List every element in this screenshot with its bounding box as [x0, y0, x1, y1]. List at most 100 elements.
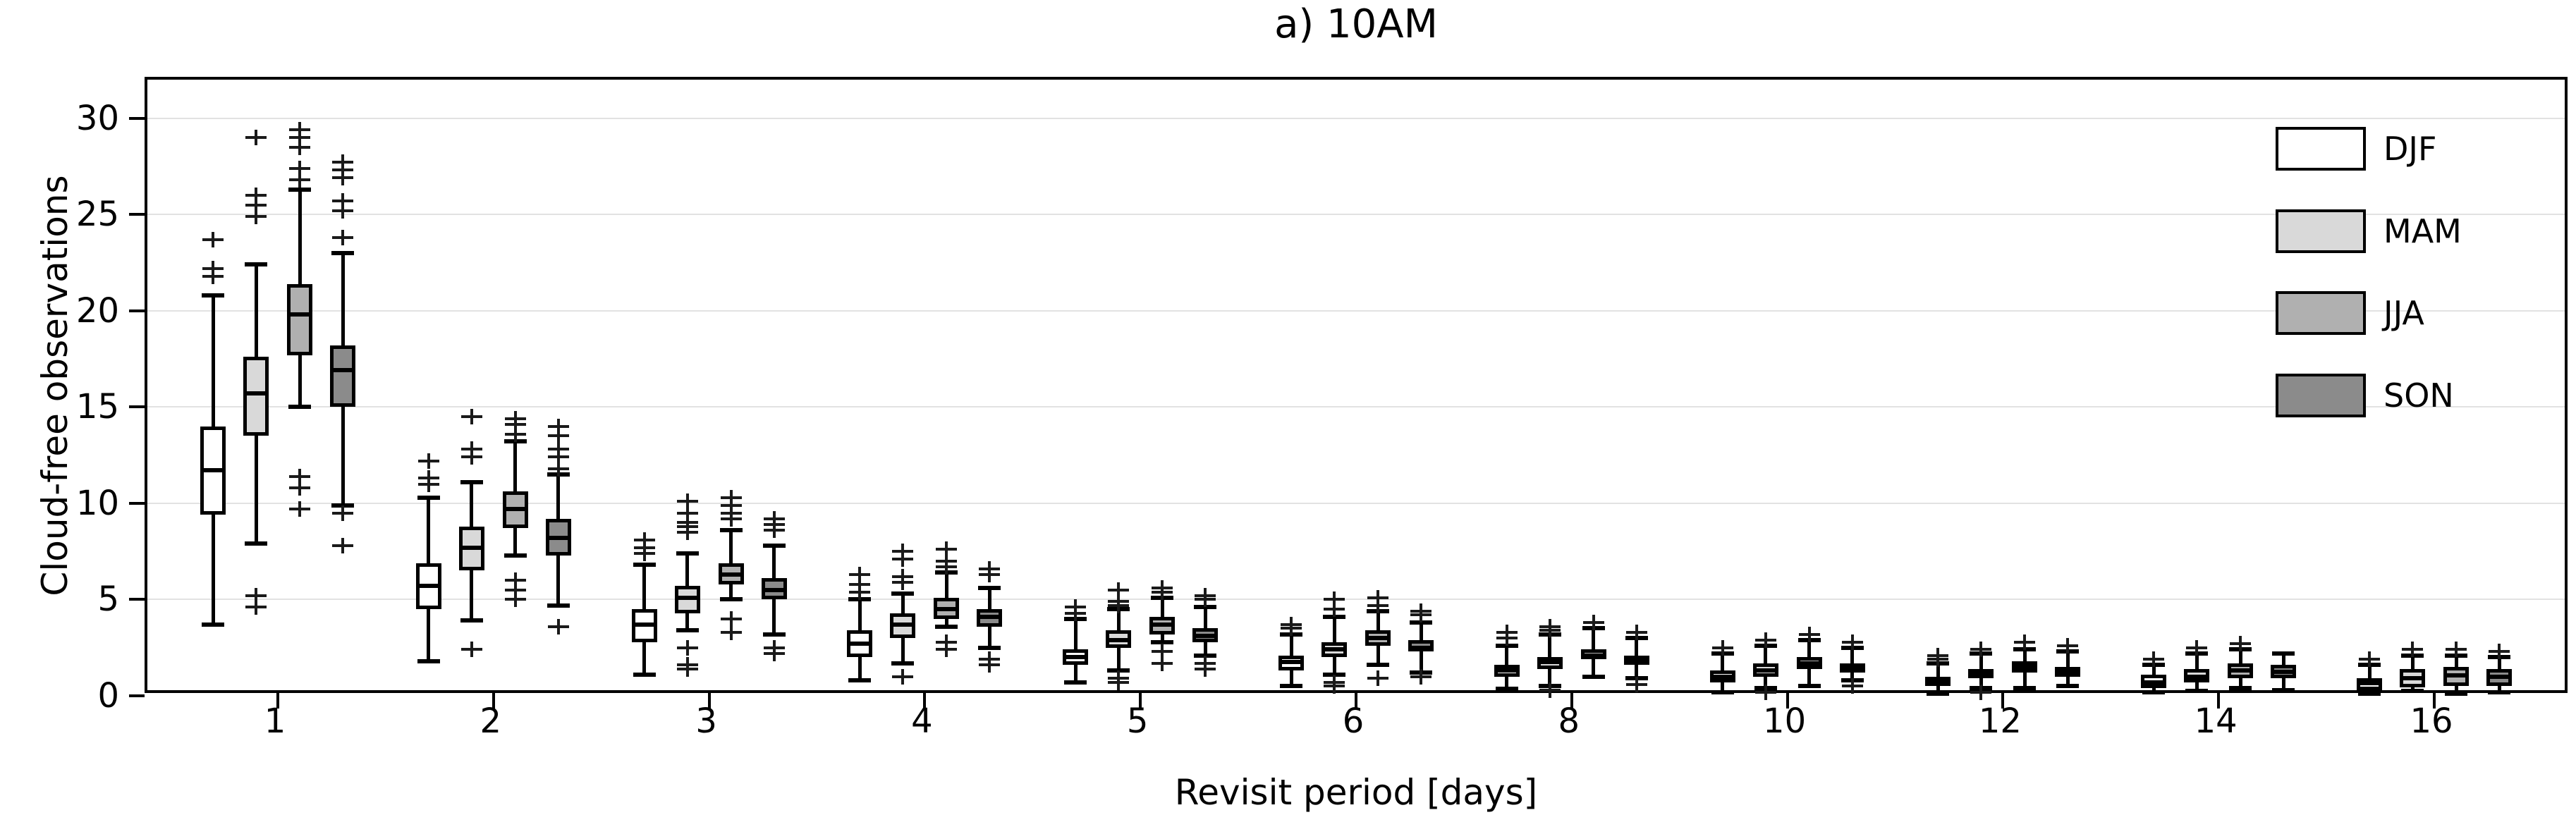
- whisker-cap-low: [978, 645, 1001, 650]
- outlier-marker: [642, 532, 646, 548]
- median-line: [1496, 668, 1517, 673]
- outlier-marker: [470, 642, 473, 658]
- whisker-cap-low: [2358, 692, 2381, 697]
- whisker-cap-high: [245, 262, 267, 267]
- outlier-marker: [1376, 670, 1379, 687]
- outlier-marker: [556, 618, 560, 634]
- outlier-marker: [988, 657, 991, 673]
- outlier-marker: [556, 418, 560, 434]
- box: [287, 283, 312, 355]
- x-tick-mark: [2433, 693, 2436, 709]
- x-tick-mark: [1570, 693, 1573, 709]
- outlier-marker: [1204, 587, 1207, 603]
- outlier-marker: [513, 572, 517, 589]
- outlier-marker: [1161, 580, 1164, 596]
- outlier-marker: [1850, 634, 1854, 650]
- whisker-cap-low: [1495, 687, 1518, 692]
- outlier-marker: [1117, 594, 1121, 610]
- x-tick-mark: [1786, 693, 1789, 709]
- outlier-marker: [341, 202, 344, 219]
- outlier-marker: [1376, 589, 1379, 606]
- outlier-marker: [2455, 642, 2458, 658]
- median-line: [764, 587, 784, 592]
- legend-swatch-DJF: [2276, 127, 2366, 171]
- legend-swatch-JJA: [2276, 291, 2366, 335]
- outlier-marker: [685, 505, 689, 521]
- whisker-cap-low: [676, 628, 699, 633]
- median-line: [1109, 637, 1129, 642]
- outlier-marker: [1074, 599, 1078, 615]
- outlier-marker: [341, 537, 344, 553]
- gridline-y30: [147, 117, 2565, 119]
- median-line: [2446, 673, 2466, 678]
- x-tick-mark: [2001, 693, 2005, 709]
- median-line: [1368, 636, 1388, 641]
- median-line: [2489, 674, 2509, 679]
- box: [243, 357, 269, 436]
- legend-label-JJA: JJA: [2383, 294, 2424, 332]
- y-tick-mark: [129, 309, 145, 312]
- median-line: [1195, 634, 1216, 639]
- outlier-marker: [556, 428, 560, 444]
- x-tick-label: 16: [2410, 701, 2453, 741]
- gridline-y10: [147, 502, 2565, 504]
- whisker-cap-low: [633, 672, 656, 677]
- y-tick-label: 20: [75, 290, 119, 331]
- outlier-marker: [1979, 684, 1983, 700]
- outlier-marker: [1721, 639, 1724, 656]
- median-line: [2058, 670, 2078, 675]
- outlier-marker: [2368, 651, 2371, 668]
- outlier-marker: [255, 208, 257, 224]
- median-line: [1411, 645, 1431, 650]
- outlier-marker: [2498, 644, 2501, 660]
- outlier-marker: [298, 480, 301, 496]
- median-line: [461, 545, 482, 550]
- whisker-cap-high: [202, 293, 224, 298]
- outlier-marker: [1420, 668, 1422, 685]
- outlier-marker: [470, 441, 473, 458]
- median-line: [1928, 678, 1948, 683]
- whisker-cap-low: [288, 405, 311, 410]
- whisker-cap-low: [547, 603, 570, 608]
- outlier-marker: [298, 139, 301, 155]
- y-tick-mark: [129, 213, 145, 216]
- y-tick-mark: [129, 694, 145, 697]
- median-line: [1842, 666, 1862, 671]
- outlier-marker: [212, 231, 214, 247]
- outlier-marker: [1505, 624, 1508, 640]
- whisker-cap-low: [1367, 663, 1389, 668]
- outlier-marker: [1979, 642, 1983, 658]
- legend-swatch-MAM: [2276, 209, 2366, 253]
- outlier-marker: [1333, 591, 1336, 608]
- whisker-cap-high: [331, 250, 354, 255]
- median-line: [1755, 668, 1776, 673]
- y-tick-label: 0: [97, 676, 119, 716]
- y-tick-mark: [129, 405, 145, 409]
- y-tick-label: 30: [75, 98, 119, 138]
- outlier-marker: [2066, 637, 2070, 654]
- outlier-marker: [1936, 647, 1940, 663]
- whisker-cap-low: [245, 541, 267, 546]
- legend-label-SON: SON: [2383, 376, 2454, 415]
- outlier-marker: [1592, 615, 1595, 631]
- gridline-y25: [147, 214, 2565, 216]
- outlier-marker: [470, 408, 473, 424]
- outlier-marker: [513, 582, 517, 598]
- median-line: [548, 536, 568, 541]
- outlier-marker: [772, 645, 776, 661]
- outlier-marker: [298, 172, 301, 188]
- outlier-marker: [685, 515, 689, 531]
- outlier-marker: [685, 661, 689, 677]
- whisker-cap-low: [891, 661, 915, 666]
- outlier-marker: [513, 426, 517, 442]
- median-line: [1583, 653, 1604, 658]
- x-tick-label: 2: [480, 701, 502, 741]
- median-line: [2230, 668, 2251, 673]
- outlier-marker: [513, 591, 517, 608]
- median-line: [677, 595, 697, 600]
- outlier-marker: [901, 668, 905, 685]
- x-tick-mark: [707, 693, 711, 709]
- median-line: [1799, 661, 1819, 666]
- median-line: [2403, 676, 2422, 681]
